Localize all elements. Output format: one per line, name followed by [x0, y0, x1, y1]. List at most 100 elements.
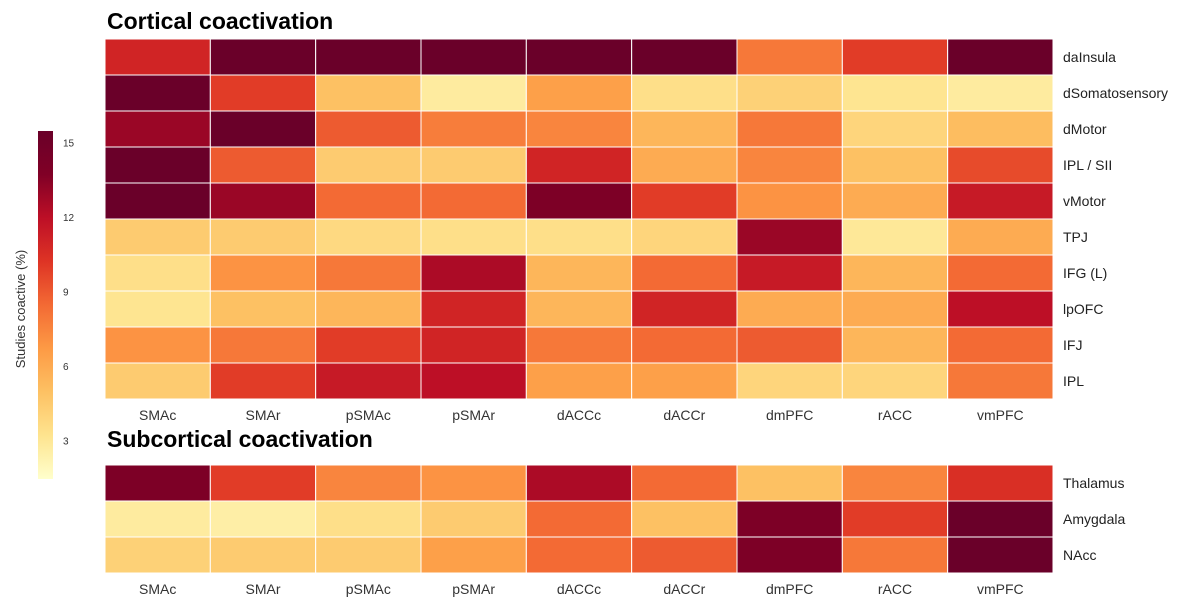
subcortical-cell [209, 500, 317, 538]
cortical-cell [631, 362, 738, 400]
cortical-cell [315, 38, 422, 76]
cortical-column-label: pSMAc [346, 407, 391, 423]
cortical-cell [315, 110, 422, 148]
subcortical-cell [420, 464, 527, 502]
subcortical-cell [947, 464, 1054, 502]
subcortical-cell [209, 536, 317, 574]
subcortical-cell [420, 536, 527, 574]
cortical-cell [947, 74, 1054, 112]
cortical-cell [841, 218, 949, 256]
subcortical-cell [104, 500, 211, 538]
cortical-column-label: rACC [878, 407, 912, 423]
cortical-cell [420, 218, 527, 256]
cortical-title: Cortical coactivation [107, 8, 333, 34]
cortical-cell [420, 74, 527, 112]
subcortical-cell [104, 536, 211, 574]
subcortical-row-label: Amygdala [1063, 511, 1125, 527]
cortical-cell [525, 326, 633, 364]
cortical-cell [841, 38, 949, 76]
subcortical-cell [736, 500, 843, 538]
cortical-cell [209, 326, 317, 364]
subcortical-row-label: Thalamus [1063, 475, 1124, 491]
cortical-cell [631, 254, 738, 292]
subcortical-cell [631, 464, 738, 502]
colorbar: 15 12 9 6 3 Studies coactive (%) [13, 131, 75, 479]
cortical-column-label: pSMAr [452, 407, 495, 423]
cortical-cell [736, 362, 843, 400]
subcortical-cell [947, 500, 1054, 538]
cortical-cell [841, 146, 949, 184]
colorbar-tick-label: 9 [63, 288, 69, 299]
subcortical-cell [525, 464, 633, 502]
cortical-cell [420, 182, 527, 220]
cortical-cell [525, 218, 633, 256]
cortical-cell [420, 38, 527, 76]
subcortical-cell [104, 464, 211, 502]
cortical-heatmap: daInsula dSomatosensory dMotor IPL / SII vMo… [104, 38, 1168, 423]
cortical-cell [736, 218, 843, 256]
colorbar-label: Studies coactive (%) [13, 250, 28, 369]
cortical-cell [736, 290, 843, 328]
cortical-cell [209, 362, 317, 400]
subcortical-column-label: pSMAr [452, 581, 495, 597]
subcortical-cell [525, 536, 633, 574]
subcortical-heatmap: Thalamus Amygdala NAcc SMAc SMAr pSMAc pSMAr dA… [104, 464, 1125, 597]
cortical-cell [104, 74, 211, 112]
cortical-cell [631, 110, 738, 148]
subcortical-column-label: pSMAc [346, 581, 391, 597]
cortical-row-label: IFG (L) [1063, 265, 1107, 281]
cortical-column-label: SMAr [246, 407, 281, 423]
cortical-cell [104, 38, 211, 76]
cortical-cell [209, 146, 317, 184]
cortical-cell [631, 326, 738, 364]
subcortical-cell [631, 536, 738, 574]
cortical-cell [525, 38, 633, 76]
cortical-cell [104, 362, 211, 400]
cortical-cell [209, 218, 317, 256]
cortical-row-label: daInsula [1063, 49, 1116, 65]
subcortical-column-label: SMAc [139, 581, 176, 597]
cortical-cell [841, 110, 949, 148]
cortical-cell [315, 290, 422, 328]
cortical-cell [736, 146, 843, 184]
colorbar-tick-label: 15 [63, 138, 75, 149]
cortical-column-label: dACCr [663, 407, 705, 423]
cortical-cell [947, 254, 1054, 292]
cortical-cell [420, 254, 527, 292]
cortical-cell [104, 146, 211, 184]
cortical-cell [104, 326, 211, 364]
cortical-row-label: vMotor [1063, 193, 1106, 209]
cortical-cell [631, 182, 738, 220]
cortical-cell [525, 254, 633, 292]
cortical-cell [631, 218, 738, 256]
cortical-cell [315, 362, 422, 400]
cortical-row-label: IPL [1063, 373, 1084, 389]
cortical-cell [736, 254, 843, 292]
cortical-row-label: lpOFC [1063, 301, 1103, 317]
subcortical-title: Subcortical coactivation [107, 426, 373, 452]
subcortical-cell [841, 536, 949, 574]
cortical-cell [841, 182, 949, 220]
cortical-cell [315, 254, 422, 292]
subcortical-column-label: vmPFC [977, 581, 1024, 597]
cortical-cell [420, 326, 527, 364]
cortical-cell [631, 290, 738, 328]
colorbar-tick-label: 6 [63, 362, 69, 373]
cortical-row-label: IFJ [1063, 337, 1082, 353]
cortical-cell [209, 254, 317, 292]
cortical-cell [104, 218, 211, 256]
cortical-row-label: TPJ [1063, 229, 1088, 245]
cortical-cell [104, 110, 211, 148]
subcortical-cell [525, 500, 633, 538]
cortical-column-label: SMAc [139, 407, 176, 423]
cortical-cell [209, 182, 317, 220]
cortical-cell [947, 182, 1054, 220]
subcortical-cell [841, 464, 949, 502]
cortical-cell [525, 362, 633, 400]
cortical-row-label: dMotor [1063, 121, 1107, 137]
cortical-row-label: dSomatosensory [1063, 85, 1168, 101]
cortical-cell [525, 182, 633, 220]
subcortical-column-label: dACCr [663, 581, 705, 597]
cortical-cell [736, 110, 843, 148]
